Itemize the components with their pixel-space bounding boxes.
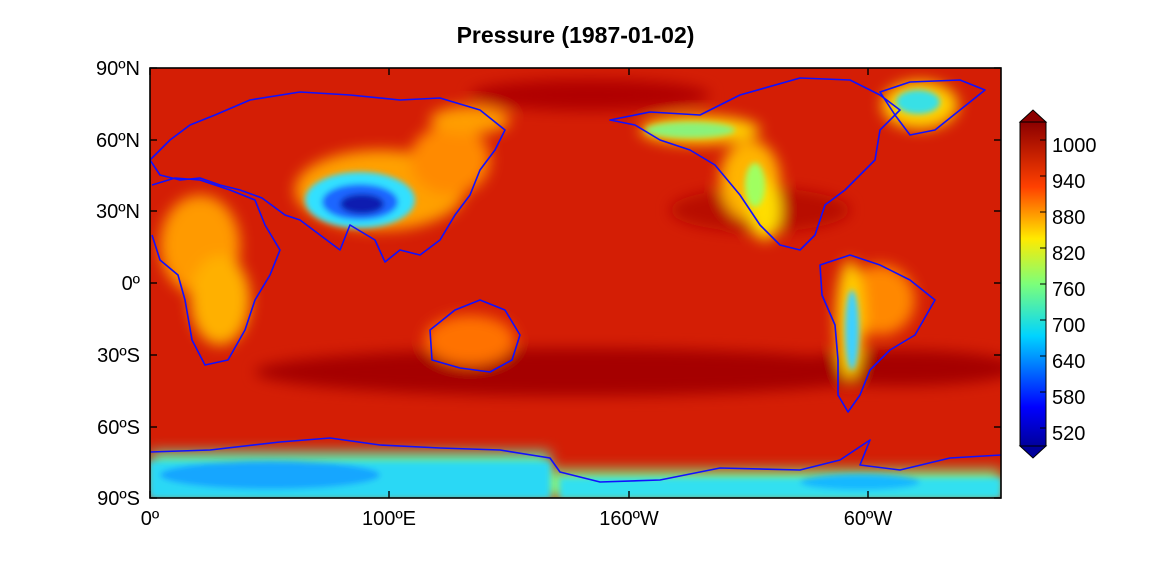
colorbar-label: 1000 [1052, 135, 1097, 157]
x-tick-label: 100ºE [362, 508, 416, 530]
chart-title: Pressure (1987-01-02) [456, 22, 695, 48]
y-tick-label: 60ºN [96, 130, 140, 152]
y-tick-label: 90ºS [97, 488, 140, 510]
axis-ticks [149, 67, 1001, 499]
coastline-africa [151, 177, 281, 366]
colorbar-label: 880 [1052, 207, 1085, 229]
y-tick-label: 30ºN [96, 201, 140, 223]
colorbar-label: 820 [1052, 243, 1085, 265]
coastline-antarctica [150, 437, 1001, 483]
coastlines [150, 77, 1001, 483]
y-tick-label: 60ºS [97, 417, 140, 439]
colorbar: 1000 940 880 820 760 700 640 580 520 [1018, 109, 1097, 459]
colorbar-extend-top [1018, 109, 1048, 123]
colorbar-extend-bottom [1018, 445, 1048, 459]
x-tick-label: 0º [141, 508, 160, 530]
coastline-south-america [819, 254, 936, 413]
colorbar-ticks [1040, 139, 1046, 429]
coastline-australia [429, 299, 521, 373]
colorbar-label: 700 [1052, 315, 1085, 337]
y-tick-label: 30ºS [97, 345, 140, 367]
x-tick-label: 160ºW [599, 508, 659, 530]
coastline-north-america [609, 77, 901, 251]
y-tick-label: 90ºN [96, 58, 140, 80]
colorbar-label: 640 [1052, 351, 1085, 373]
coastline-greenland [879, 79, 986, 136]
colorbar-label: 520 [1052, 423, 1085, 445]
pressure-field [150, 68, 1001, 498]
x-tick-label: 60ºW [844, 508, 893, 530]
y-tick-label: 0º [122, 273, 141, 295]
colorbar-label: 940 [1052, 171, 1085, 193]
coastline-eurasia [150, 91, 506, 263]
colorbar-label: 760 [1052, 279, 1085, 301]
colorbar-label: 580 [1052, 387, 1085, 409]
